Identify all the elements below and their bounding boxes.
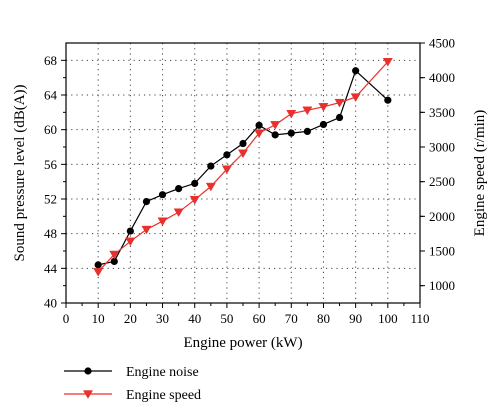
y-left-tick-label: 64 xyxy=(44,88,58,103)
data-point-engine-noise xyxy=(255,121,263,129)
ticks-layer: 0 10 20 30 40 50 60 70 80 90 100 110 40 44 48 52 56 60 64 6… xyxy=(44,36,455,327)
data-point-engine-noise xyxy=(319,120,328,129)
data-point-engine-noise xyxy=(335,113,344,122)
data-point-engine-noise xyxy=(271,131,279,139)
data-point-engine-noise xyxy=(110,257,118,265)
legend-marker-engine-speed xyxy=(82,390,94,399)
data-point-engine-noise xyxy=(126,227,134,235)
data-point-engine-noise xyxy=(287,129,295,137)
legend-marker-engine-noise xyxy=(84,367,92,375)
y-left-tick-label: 56 xyxy=(44,157,58,172)
data-point-engine-speed xyxy=(382,58,393,67)
data-point-engine-noise xyxy=(158,191,167,199)
x-tick-label: 10 xyxy=(92,311,105,326)
data-point-engine-noise xyxy=(207,162,215,170)
data-point-engine-speed xyxy=(189,195,200,205)
x-tick-label: 20 xyxy=(124,311,137,326)
y-right-tick-label: 4500 xyxy=(429,36,455,51)
x-axis-title: Engine power (kW) xyxy=(183,335,302,351)
legend-item-engine-noise xyxy=(64,367,112,375)
x-tick-label: 70 xyxy=(285,311,298,326)
plot-frame xyxy=(65,42,421,304)
data-point-engine-speed xyxy=(109,250,120,260)
y-right-tick-label: 1500 xyxy=(429,244,455,259)
y-right-tick-label: 1000 xyxy=(429,278,455,293)
legend: Engine noise Engine speed xyxy=(64,365,201,403)
x-tick-label: 30 xyxy=(156,311,169,326)
series-line-engine-noise xyxy=(98,69,389,266)
data-point-engine-noise xyxy=(223,151,231,159)
x-tick-label: 80 xyxy=(317,311,330,326)
data-point-engine-noise xyxy=(384,96,392,104)
data-point-engine-speed xyxy=(173,208,184,218)
data-point-engine-speed xyxy=(205,182,216,192)
data-point-engine-speed xyxy=(350,93,361,102)
data-point-engine-noise xyxy=(303,127,311,135)
legend-label-engine-noise: Engine noise xyxy=(126,365,199,380)
data-point-engine-noise xyxy=(239,139,247,148)
y-left-axis-title: Sound pressure level (dB(A)) xyxy=(12,84,28,261)
y-right-tick-label: 3000 xyxy=(429,140,455,155)
grid-layer xyxy=(66,43,420,303)
legend-label-engine-speed: Engine speed xyxy=(126,388,201,403)
data-point-engine-noise xyxy=(142,198,151,206)
y-right-tick-label: 2500 xyxy=(429,174,455,189)
data-point-engine-speed xyxy=(237,149,249,159)
data-point-engine-speed xyxy=(141,225,152,235)
data-point-engine-speed xyxy=(125,237,136,247)
x-tick-label: 110 xyxy=(410,311,429,326)
x-tick-label: 50 xyxy=(220,311,233,326)
y-right-tick-label: 2000 xyxy=(429,209,455,224)
data-point-engine-speed xyxy=(157,217,168,227)
data-point-engine-noise xyxy=(175,185,183,193)
data-point-engine-speed xyxy=(254,129,265,138)
y-left-tick-label: 40 xyxy=(44,296,57,311)
data-point-engine-noise xyxy=(352,67,360,75)
legend-item-engine-speed xyxy=(64,390,112,399)
y-right-tick-label: 4000 xyxy=(429,70,455,85)
x-tick-label: 40 xyxy=(188,311,201,326)
data-point-engine-speed xyxy=(318,103,329,112)
x-tick-label: 60 xyxy=(253,311,266,326)
data-point-engine-speed xyxy=(302,106,313,116)
x-tick-label: 100 xyxy=(378,311,398,326)
data-point-engine-noise xyxy=(94,261,102,269)
data-point-engine-noise xyxy=(191,179,199,187)
data-point-engine-speed xyxy=(221,165,232,175)
y-right-axis-title: Engine speed (r/min) xyxy=(472,110,488,237)
data-point-engine-speed xyxy=(93,268,104,277)
y-left-tick-label: 48 xyxy=(44,226,57,241)
data-point-engine-speed xyxy=(286,110,297,119)
y-left-tick-label: 52 xyxy=(44,192,57,207)
y-left-tick-label: 60 xyxy=(44,122,57,137)
series-layer xyxy=(93,58,393,277)
y-left-tick-label: 44 xyxy=(44,261,58,276)
x-tick-label: 0 xyxy=(63,311,70,326)
y-left-tick-label: 68 xyxy=(44,53,57,68)
x-tick-label: 90 xyxy=(349,311,362,326)
data-point-engine-speed xyxy=(270,121,281,130)
series-line-engine-speed xyxy=(97,61,389,273)
y-right-tick-label: 3500 xyxy=(429,105,455,120)
data-point-engine-speed xyxy=(334,98,345,108)
